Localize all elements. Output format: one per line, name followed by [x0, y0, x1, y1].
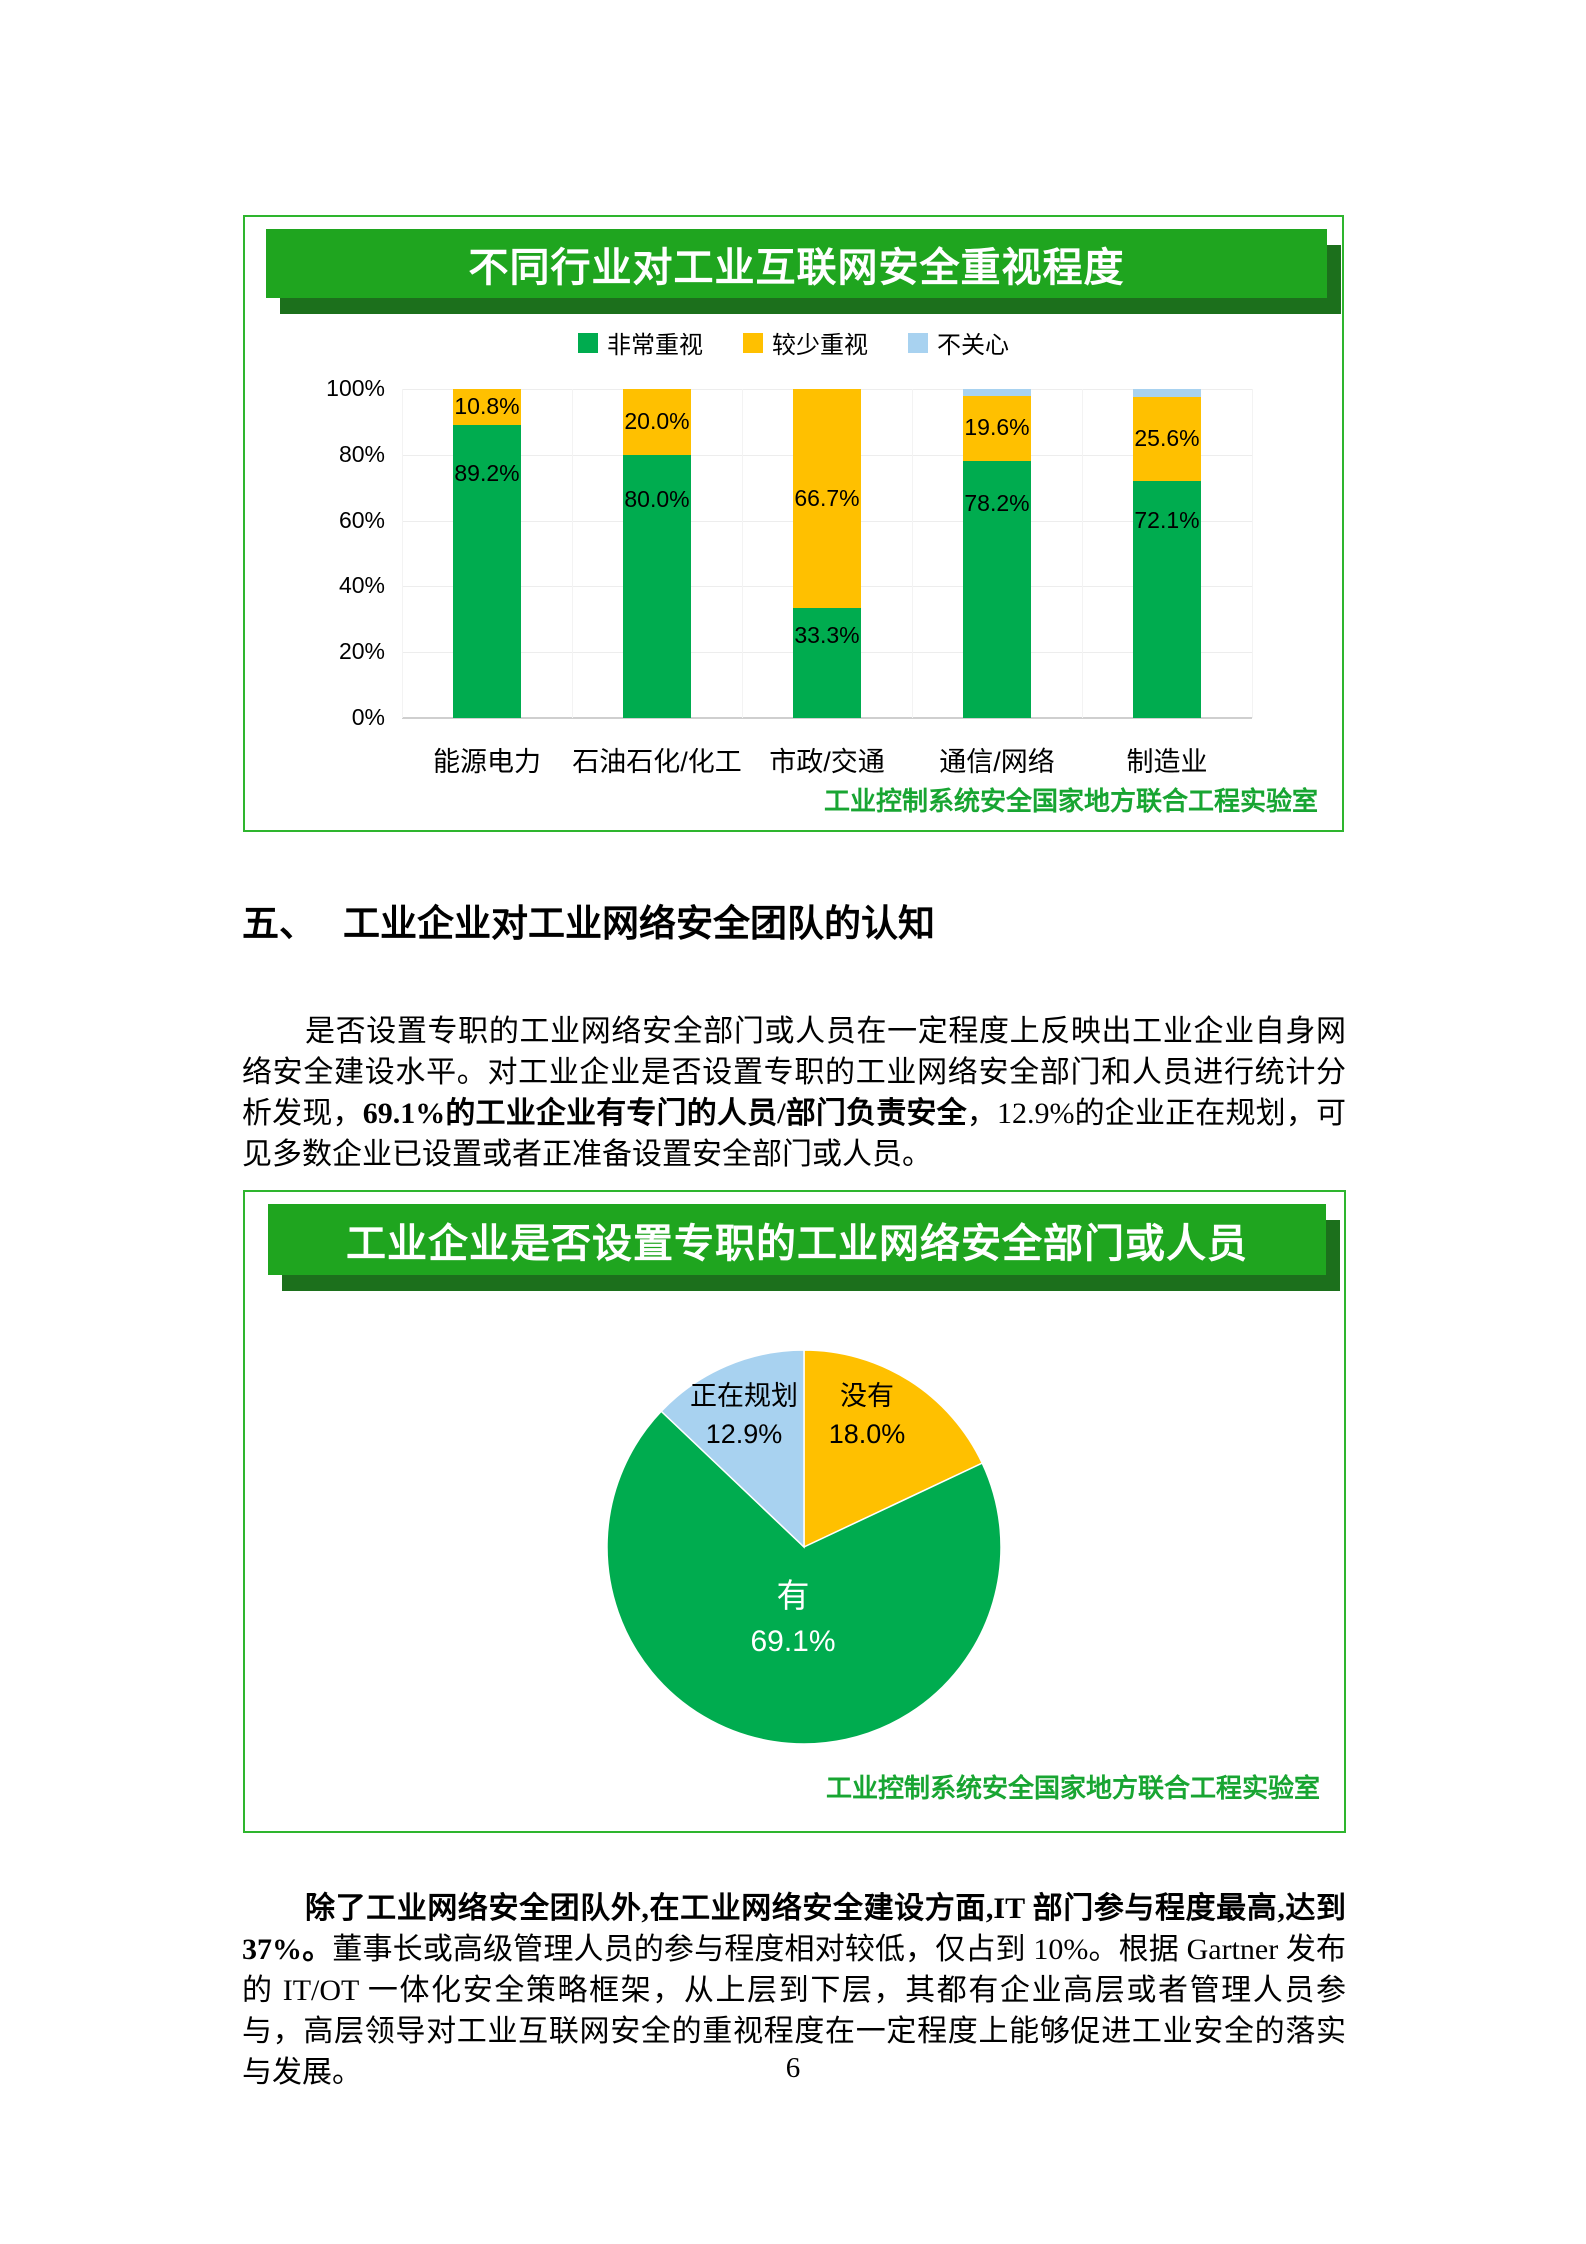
bar-value-label: 80.0%: [624, 485, 690, 512]
y-tick-label: 40%: [338, 572, 385, 599]
pie-slice-name: 正在规划: [690, 1381, 798, 1411]
bar-value-label: 33.3%: [794, 622, 860, 649]
bar-segment-green: [453, 424, 521, 718]
legend-swatch-icon: [743, 332, 763, 353]
pie-slice-name: 有: [776, 1577, 810, 1614]
section-heading: 五、 工业企业对工业网络安全团队的认知: [242, 893, 935, 947]
x-category-label: 通信/网络: [939, 747, 1055, 777]
pie-slice-percent: 69.1%: [750, 1625, 836, 1658]
x-category-label: 市政/交通: [769, 747, 885, 777]
bar-value-label: 72.1%: [1134, 507, 1200, 534]
grid-line-vertical: [1082, 389, 1083, 718]
bar-value-label: 20.0%: [624, 407, 690, 434]
pie-chart-title-banner: 工业企业是否设置专职的工业网络安全部门或人员: [268, 1204, 1326, 1275]
bar-value-label: 89.2%: [454, 460, 520, 487]
paragraph-text: ，12.9%的企业正在规划，可见多数企业已设置或者正准备设置安全部门或人员。: [242, 1097, 1346, 1171]
bar-segment-yellow: [623, 389, 691, 455]
pie-slice-label: 没有 18.0%: [829, 1377, 906, 1453]
bar-segment-blue: [963, 389, 1031, 397]
grid-line-vertical: [402, 389, 403, 718]
y-tick-label: 20%: [338, 638, 385, 665]
paragraph-text: 董事长或高级管理人员的参与程度相对较低，仅占到 10%。根据 Gartner 发…: [242, 1933, 1346, 2089]
bar-value-label: 10.8%: [454, 392, 520, 419]
paragraph-bold-text: 69.1%的工业企业有专门的人员/部门负责安全: [362, 1097, 967, 1130]
bar-chart-title: 不同行业对工业互联网安全重视程度: [468, 245, 1125, 290]
pie-slice-percent: 12.9%: [705, 1419, 783, 1449]
y-tick-label: 0%: [351, 704, 385, 730]
paragraph-bold-text: 除了工业网络安全团队外,在工业网络安全建设方面,IT 部门参与程度最高,达到 3…: [242, 1892, 1346, 1966]
bar-segment-green: [963, 460, 1031, 718]
grid-line-vertical: [742, 389, 743, 718]
bar-segment-yellow: [793, 389, 861, 609]
bar-value-label: 78.2%: [964, 490, 1030, 517]
section-number: 五、: [242, 903, 316, 944]
pie-chart: [606, 1349, 1002, 1745]
legend-swatch-icon: [578, 332, 598, 353]
page-number: 6: [785, 2052, 801, 2084]
pie-slice-green: [606, 1410, 1002, 1745]
x-category-label: 石油石化/化工: [572, 747, 742, 777]
pie-slice-percent: 18.0%: [828, 1419, 906, 1449]
bar-segment-yellow: [1133, 396, 1201, 481]
pie-chart-title: 工业企业是否设置专职的工业网络安全部门或人员: [346, 1221, 1248, 1266]
x-category-label: 能源电力: [433, 747, 541, 777]
grid-line-vertical: [912, 389, 913, 718]
bar-value-label: 19.6%: [964, 414, 1030, 441]
paragraph-text: 是否设置专职的工业网络安全部门或人员在一定程度上反映出工业企业自身网络安全建设水…: [242, 1015, 1346, 1130]
legend-label: 非常重视: [607, 332, 703, 359]
bar-chart-plot-area: 100% 80% 60% 40% 20% 0% 89.2% 10.8% 能源电力 80.0% 20.…: [245, 217, 1342, 830]
pie-chart-panel: 工业企业是否设置专职的工业网络安全部门或人员 没有 18.0% 有 69.1% …: [243, 1190, 1346, 1833]
pie-slice-label: 正在规划 12.9%: [690, 1377, 798, 1453]
pie-chart-source-label: 工业控制系统安全国家地方联合工程实验室: [825, 1773, 1320, 1803]
legend-item: 较少重视: [743, 325, 868, 360]
y-tick-label: 60%: [338, 506, 385, 533]
bar-chart-source-label: 工业控制系统安全国家地方联合工程实验室: [823, 786, 1318, 816]
section-title: 工业企业对工业网络安全团队的认知: [343, 903, 935, 944]
bar-segment-green: [793, 608, 861, 718]
legend-label: 不关心: [937, 332, 1009, 359]
paragraph: 除了工业网络安全团队外,在工业网络安全建设方面,IT 部门参与程度最高,达到 3…: [242, 1888, 1346, 2093]
legend-swatch-icon: [908, 332, 928, 353]
grid-line: [402, 717, 1252, 719]
legend-label: 较少重视: [772, 332, 868, 359]
pie-slice-yellow: [803, 1349, 984, 1549]
paragraph: 是否设置专职的工业网络安全部门或人员在一定程度上反映出工业企业自身网络安全建设水…: [242, 1011, 1346, 1175]
pie-slice-blue: [660, 1349, 805, 1549]
pie-slice-label: 有 69.1%: [750, 1573, 835, 1665]
bar-chart-legend: 非常重视 较少重视 不关心: [245, 325, 1342, 360]
bar-value-label: 25.6%: [1134, 424, 1200, 451]
y-tick-label: 80%: [338, 440, 385, 467]
bar-chart-title-banner: 不同行业对工业互联网安全重视程度: [266, 229, 1327, 298]
bar-chart-panel: 不同行业对工业互联网安全重视程度 非常重视 较少重视 不关心 100% 80% 60% 4…: [243, 215, 1344, 832]
bar-segment-yellow: [963, 396, 1031, 461]
legend-item: 不关心: [908, 325, 1009, 360]
bar-segment-green: [623, 454, 691, 718]
legend-item: 非常重视: [578, 325, 703, 360]
x-category-label: 制造业: [1126, 747, 1208, 777]
grid-line-vertical: [1252, 389, 1253, 718]
bar-segment-green: [1133, 480, 1201, 718]
bar-value-label: 66.7%: [794, 484, 860, 511]
grid-line-vertical: [572, 389, 573, 718]
bar-segment-blue: [1133, 389, 1201, 397]
y-tick-label: 100%: [326, 375, 385, 401]
pie-slice-name: 没有: [840, 1381, 894, 1411]
bar-segment-yellow: [453, 389, 521, 425]
